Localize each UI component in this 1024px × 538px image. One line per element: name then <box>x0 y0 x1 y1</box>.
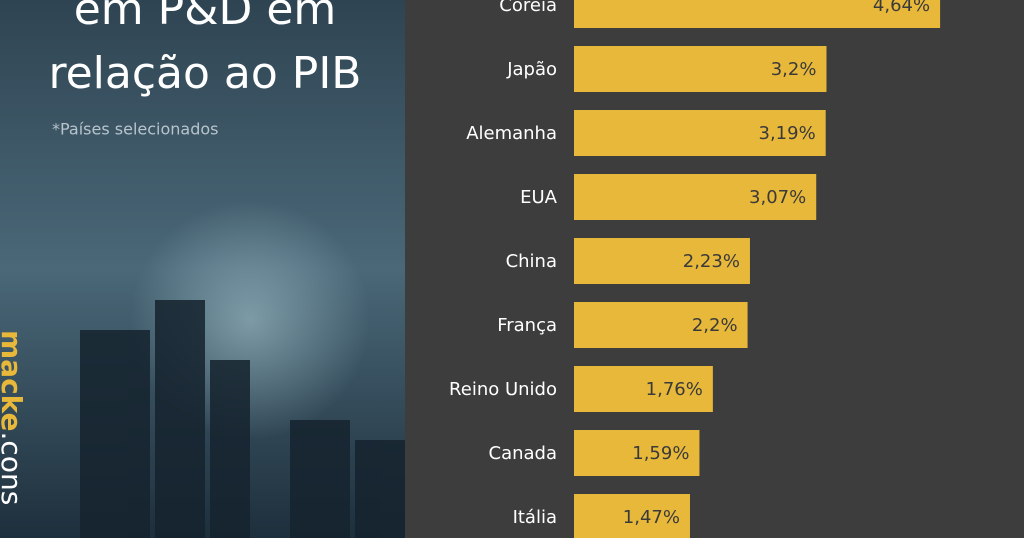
bar <box>574 494 690 538</box>
bar <box>574 0 941 28</box>
value-label: 3,07% <box>749 187 806 208</box>
category-label: Reino Unido <box>449 379 557 400</box>
category-label: Japão <box>506 59 557 80</box>
brand-name: macke <box>0 330 28 432</box>
category-label: EUA <box>520 187 558 208</box>
bar <box>574 46 827 92</box>
bar <box>574 366 713 412</box>
value-label: 1,47% <box>623 507 680 528</box>
city-skyline <box>80 300 405 538</box>
bar <box>574 174 817 220</box>
category-label: França <box>497 315 557 336</box>
bar <box>574 430 700 476</box>
brand: macke.cons <box>0 330 28 505</box>
value-label: 1,59% <box>632 443 689 464</box>
category-label: Coreia <box>499 0 557 16</box>
value-label: 2,23% <box>683 251 740 272</box>
bar-chart: Coreia 4,64% Japão 3,2% Alemanha 3,19% EUA 3,07… <box>449 0 941 538</box>
bar <box>574 238 750 284</box>
value-label: 3,19% <box>759 123 816 144</box>
bar <box>574 110 826 156</box>
bar <box>574 302 748 348</box>
value-label: 2,2% <box>692 315 738 336</box>
subtitle: *Países selecionados <box>52 120 219 139</box>
category-label: Canada <box>489 443 558 464</box>
value-label: 1,76% <box>646 379 703 400</box>
title-line: relação ao PIB <box>48 48 361 99</box>
category-label: Itália <box>513 507 557 528</box>
value-label: 3,2% <box>771 59 817 80</box>
value-label: 4,64% <box>873 0 930 16</box>
category-label: Alemanha <box>466 123 557 144</box>
brand-suffix: .cons <box>0 432 28 506</box>
title: em P&D em relação ao PIB <box>48 0 361 99</box>
category-label: China <box>506 251 557 272</box>
title-line: em P&D em <box>74 0 337 35</box>
